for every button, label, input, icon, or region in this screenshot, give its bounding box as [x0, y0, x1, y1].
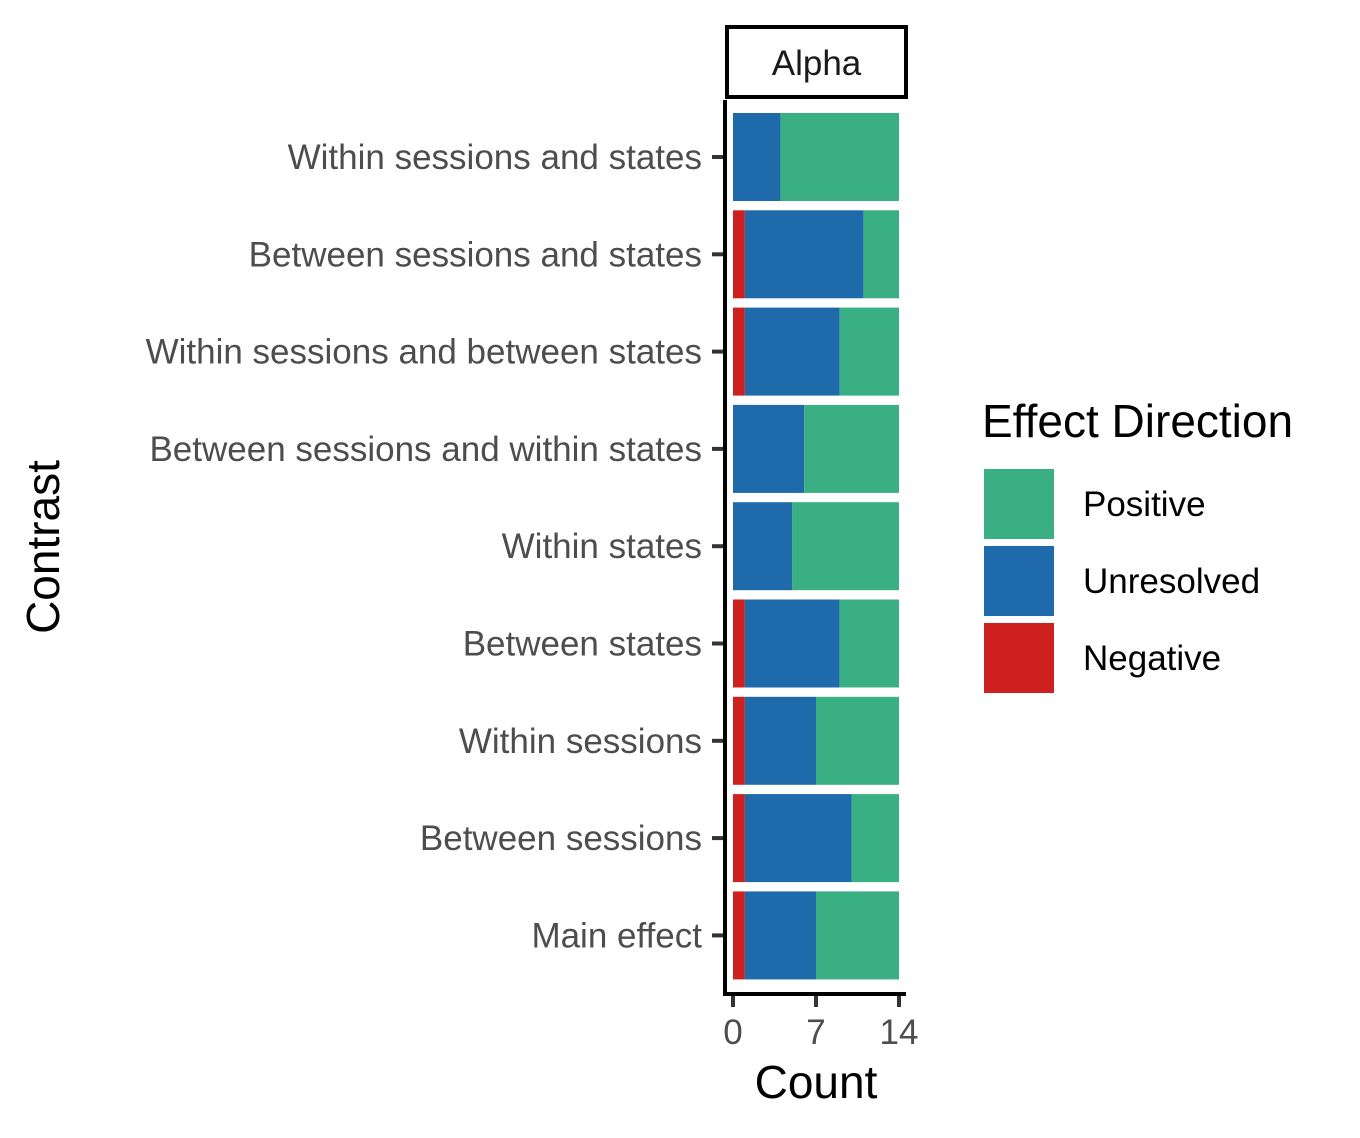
y-axis-title: Contrast: [17, 460, 69, 634]
legend-title: Effect Direction: [982, 395, 1293, 447]
bar-within-sessions-and-between-states-unresolved: [744, 307, 840, 396]
bar-between-states-positive: [839, 599, 899, 688]
legend-key-unresolved: [984, 546, 1054, 616]
legend-label-unresolved: Unresolved: [1083, 562, 1260, 601]
x-tick-label: 7: [806, 1013, 825, 1052]
legend-key-positive: [984, 469, 1054, 539]
x-axis-ticks: 0 7 14: [723, 994, 918, 1052]
y-tick-label: Within sessions and states: [288, 138, 702, 177]
bar-between-sessions-and-within-states-unresolved: [733, 404, 805, 493]
x-axis-title: Count: [755, 1056, 878, 1108]
bar-within-states-unresolved: [733, 502, 793, 591]
y-tick-label: Within sessions: [459, 722, 702, 761]
bar-main-effect-unresolved: [744, 891, 816, 980]
bar-within-sessions-and-between-states-positive: [839, 307, 899, 396]
y-tick-label: Within states: [502, 527, 702, 566]
bar-between-sessions-and-states-negative: [733, 210, 745, 299]
y-tick-label: Between sessions: [420, 819, 702, 858]
x-tick-label: 14: [880, 1013, 919, 1052]
bar-within-sessions-negative: [733, 696, 745, 785]
bar-between-sessions-unresolved: [744, 794, 852, 883]
bar-within-sessions-and-states-positive: [780, 113, 899, 201]
bar-between-sessions-and-states-unresolved: [744, 210, 864, 299]
y-tick-label: Between sessions and states: [249, 235, 702, 274]
bar-between-states-negative: [733, 599, 745, 688]
bar-between-sessions-negative: [733, 794, 745, 883]
bar-within-sessions-unresolved: [744, 696, 816, 785]
x-tick-label: 0: [723, 1013, 742, 1052]
bar-between-sessions-and-within-states-positive: [804, 404, 899, 493]
legend: Positive Unresolved Negative: [984, 469, 1260, 693]
facet-strip: [725, 25, 908, 99]
bar-between-states-unresolved: [744, 599, 840, 688]
bar-within-sessions-positive: [816, 696, 899, 785]
legend-label-positive: Positive: [1083, 485, 1206, 524]
bar-main-effect-positive: [816, 891, 899, 980]
y-tick-label: Between states: [463, 625, 702, 664]
legend-key-negative: [984, 623, 1054, 693]
y-tick-label: Within sessions and between states: [146, 333, 702, 372]
y-tick-label: Main effect: [531, 916, 702, 955]
facet-strip-label: Alpha: [772, 44, 862, 83]
bar-within-sessions-and-between-states-negative: [733, 307, 745, 396]
y-tick-label: Between sessions and within states: [149, 430, 702, 469]
bar-within-states-positive: [792, 502, 899, 591]
bar-main-effect-negative: [733, 891, 745, 980]
bars-group: [733, 113, 899, 980]
y-axis-ticks: Within sessions and states Between sessio…: [146, 138, 725, 955]
bar-between-sessions-and-states-positive: [863, 210, 899, 299]
bar-between-sessions-positive: [851, 794, 899, 883]
legend-label-negative: Negative: [1083, 639, 1221, 678]
bar-within-sessions-and-states-unresolved: [733, 113, 781, 201]
